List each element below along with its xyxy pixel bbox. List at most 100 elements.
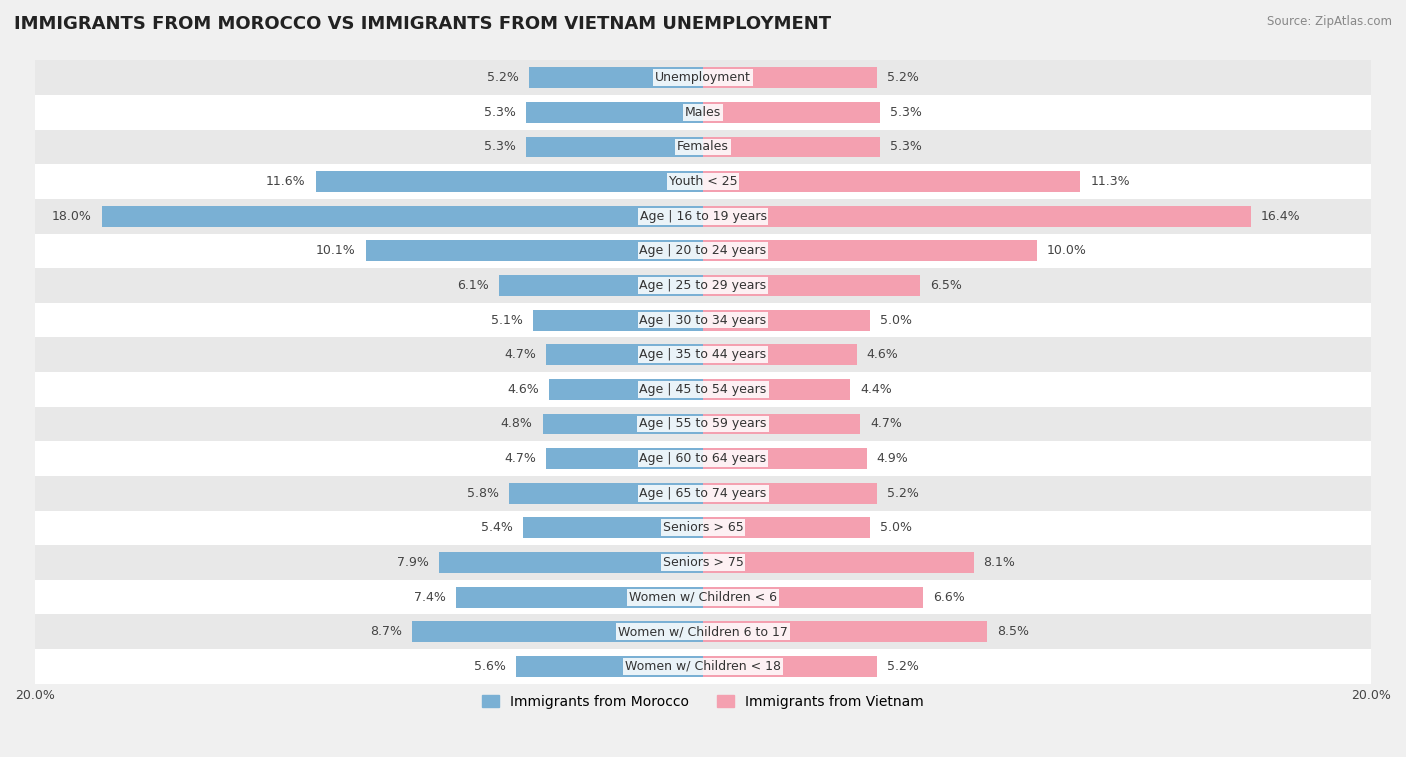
Text: 4.7%: 4.7% [505,348,536,361]
Bar [35,649,1371,684]
Bar [550,379,703,400]
Bar [35,545,1371,580]
Text: 4.6%: 4.6% [508,383,540,396]
Text: 5.6%: 5.6% [474,660,506,673]
Text: 8.7%: 8.7% [370,625,402,638]
Bar [703,275,920,296]
Bar [35,407,1371,441]
Text: 6.6%: 6.6% [934,590,966,603]
Bar [703,518,870,538]
Bar [703,448,866,469]
Text: Unemployment: Unemployment [655,71,751,84]
Text: 10.0%: 10.0% [1047,245,1087,257]
Bar [529,67,703,88]
Text: Seniors > 75: Seniors > 75 [662,556,744,569]
Text: 5.2%: 5.2% [887,487,918,500]
Legend: Immigrants from Morocco, Immigrants from Vietnam: Immigrants from Morocco, Immigrants from… [477,689,929,714]
Text: Age | 45 to 54 years: Age | 45 to 54 years [640,383,766,396]
Bar [366,241,703,261]
Text: Youth < 25: Youth < 25 [669,175,737,188]
Text: 5.8%: 5.8% [467,487,499,500]
Bar [101,206,703,226]
Bar [703,206,1251,226]
Text: 4.4%: 4.4% [860,383,891,396]
Text: 11.6%: 11.6% [266,175,305,188]
Bar [533,310,703,331]
Text: 10.1%: 10.1% [316,245,356,257]
Bar [526,102,703,123]
Text: Women w/ Children < 18: Women w/ Children < 18 [626,660,780,673]
Bar [35,199,1371,234]
Text: Source: ZipAtlas.com: Source: ZipAtlas.com [1267,15,1392,28]
Bar [546,448,703,469]
Text: 4.9%: 4.9% [877,452,908,465]
Bar [703,136,880,157]
Text: Age | 55 to 59 years: Age | 55 to 59 years [640,418,766,431]
Bar [703,102,880,123]
Text: 5.2%: 5.2% [887,660,918,673]
Text: 8.1%: 8.1% [984,556,1015,569]
Text: 5.2%: 5.2% [887,71,918,84]
Bar [703,344,856,365]
Bar [703,171,1080,192]
Text: 5.2%: 5.2% [488,71,519,84]
Text: 5.3%: 5.3% [484,141,516,154]
Bar [35,615,1371,649]
Text: 11.3%: 11.3% [1091,175,1130,188]
Bar [35,476,1371,510]
Text: 6.5%: 6.5% [931,279,962,292]
Bar [703,552,973,573]
Bar [35,164,1371,199]
Bar [516,656,703,677]
Text: 5.3%: 5.3% [890,106,922,119]
Text: 5.3%: 5.3% [484,106,516,119]
Text: IMMIGRANTS FROM MOROCCO VS IMMIGRANTS FROM VIETNAM UNEMPLOYMENT: IMMIGRANTS FROM MOROCCO VS IMMIGRANTS FR… [14,15,831,33]
Text: Age | 35 to 44 years: Age | 35 to 44 years [640,348,766,361]
Bar [499,275,703,296]
Text: 16.4%: 16.4% [1261,210,1301,223]
Bar [703,656,877,677]
Text: Age | 16 to 19 years: Age | 16 to 19 years [640,210,766,223]
Text: Age | 25 to 29 years: Age | 25 to 29 years [640,279,766,292]
Text: 4.7%: 4.7% [505,452,536,465]
Text: 4.8%: 4.8% [501,418,533,431]
Bar [703,621,987,642]
Bar [35,234,1371,268]
Bar [35,95,1371,129]
Bar [35,338,1371,372]
Text: 7.9%: 7.9% [398,556,429,569]
Bar [439,552,703,573]
Bar [703,310,870,331]
Text: Females: Females [678,141,728,154]
Text: Males: Males [685,106,721,119]
Bar [703,67,877,88]
Bar [546,344,703,365]
Text: 4.6%: 4.6% [866,348,898,361]
Text: 4.7%: 4.7% [870,418,901,431]
Text: 5.0%: 5.0% [880,522,912,534]
Text: Women w/ Children < 6: Women w/ Children < 6 [628,590,778,603]
Bar [703,241,1038,261]
Text: Age | 20 to 24 years: Age | 20 to 24 years [640,245,766,257]
Text: Age | 30 to 34 years: Age | 30 to 34 years [640,313,766,326]
Bar [412,621,703,642]
Bar [35,372,1371,407]
Text: 5.0%: 5.0% [880,313,912,326]
Bar [703,379,851,400]
Bar [526,136,703,157]
Bar [703,483,877,503]
Bar [35,580,1371,615]
Text: 5.3%: 5.3% [890,141,922,154]
Bar [543,413,703,435]
Bar [35,441,1371,476]
Bar [35,268,1371,303]
Text: 5.4%: 5.4% [481,522,513,534]
Bar [456,587,703,608]
Bar [703,413,860,435]
Bar [509,483,703,503]
Bar [523,518,703,538]
Text: 8.5%: 8.5% [997,625,1029,638]
Text: 5.1%: 5.1% [491,313,523,326]
Text: 18.0%: 18.0% [52,210,91,223]
Bar [35,61,1371,95]
